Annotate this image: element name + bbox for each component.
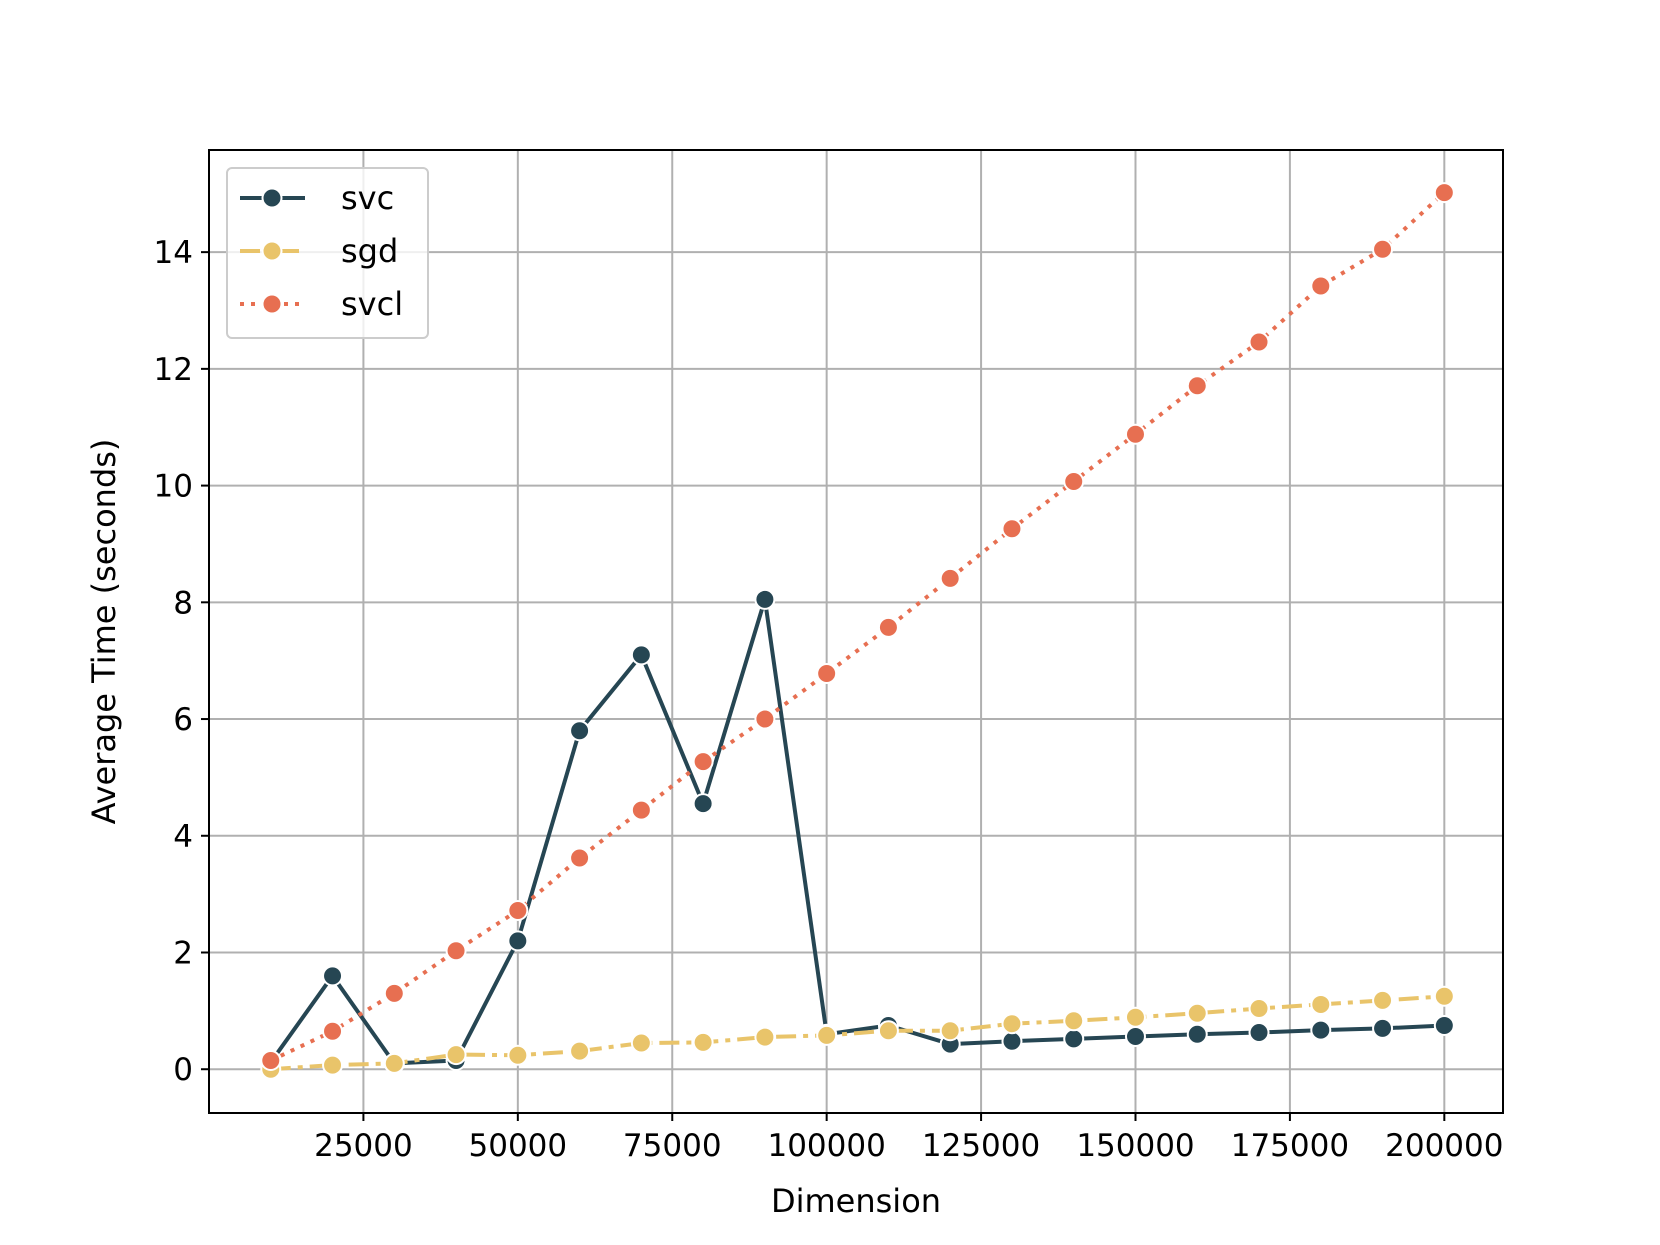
data-point-svcl — [630, 799, 652, 821]
y-tick-label: 12 — [154, 352, 193, 388]
legend-label: sgd — [341, 232, 398, 270]
data-point-sgd — [1124, 1006, 1146, 1028]
series-line-svcl — [269, 191, 1446, 1063]
series-sgd — [260, 985, 1455, 1080]
legend-entry: sgd — [240, 232, 398, 270]
data-point-svcl — [754, 708, 776, 730]
series-line-svc — [269, 597, 1445, 1066]
series-svcl — [260, 182, 1455, 1071]
data-point-svcl — [260, 1049, 282, 1071]
data-point-svcl — [1186, 375, 1208, 397]
y-axis-title: Average Time (seconds) — [85, 439, 123, 825]
data-point-svcl — [1001, 518, 1023, 540]
data-point-svcl — [692, 751, 714, 773]
grid — [209, 150, 1503, 1113]
series-lines — [260, 182, 1455, 1080]
data-point-sgd — [1001, 1013, 1023, 1035]
data-point-sgd — [507, 1044, 529, 1066]
y-tick-label: 2 — [173, 936, 193, 972]
data-point-svcl — [1063, 471, 1085, 493]
data-point-sgd — [939, 1020, 961, 1042]
data-point-svcl — [816, 663, 838, 685]
data-point-svc — [1248, 1021, 1270, 1043]
data-point-sgd — [569, 1040, 591, 1062]
x-tick-label: 150000 — [1076, 1128, 1194, 1164]
data-point-sgd — [754, 1026, 776, 1048]
data-point-sgd — [816, 1024, 838, 1046]
data-point-sgd — [1310, 993, 1332, 1015]
x-tick-label: 200000 — [1385, 1128, 1503, 1164]
data-point-svc — [1124, 1026, 1146, 1048]
data-point-svc — [1186, 1023, 1208, 1045]
x-tick-label: 125000 — [922, 1128, 1040, 1164]
data-point-svc — [1063, 1028, 1085, 1050]
data-point-sgd — [1063, 1010, 1085, 1032]
legend-marker — [261, 240, 283, 262]
y-tick-label: 10 — [154, 469, 193, 505]
data-point-svcl — [322, 1020, 344, 1042]
data-point-svc — [507, 930, 529, 952]
data-point-sgd — [1186, 1002, 1208, 1024]
data-point-sgd — [1248, 998, 1270, 1020]
data-point-svc — [754, 588, 776, 610]
data-point-sgd — [1433, 985, 1455, 1007]
x-axis-title: Dimension — [771, 1182, 941, 1220]
x-tick-label: 25000 — [314, 1128, 413, 1164]
series-svc — [260, 588, 1455, 1074]
data-point-svc — [692, 793, 714, 815]
data-point-sgd — [1372, 989, 1394, 1011]
y-tick-label: 14 — [154, 235, 193, 271]
x-tick-label: 50000 — [469, 1128, 568, 1164]
x-tick-label: 75000 — [623, 1128, 722, 1164]
data-point-svc — [1433, 1014, 1455, 1036]
legend: svc sgd svcl — [226, 167, 429, 339]
data-point-sgd — [692, 1031, 714, 1053]
legend-entry: svcl — [240, 285, 403, 323]
data-point-svcl — [1310, 275, 1332, 297]
legend-label: svcl — [341, 285, 403, 323]
data-point-svc — [322, 965, 344, 987]
data-point-svcl — [445, 940, 467, 962]
data-point-sgd — [383, 1052, 405, 1074]
data-point-svc — [1310, 1019, 1332, 1041]
legend-entry: svc — [240, 179, 394, 217]
data-point-sgd — [630, 1032, 652, 1054]
data-point-sgd — [877, 1020, 899, 1042]
data-point-svc — [1001, 1030, 1023, 1052]
data-point-svc — [630, 644, 652, 666]
y-tick-label: 0 — [173, 1052, 193, 1088]
legend-label: svc — [341, 179, 394, 217]
legend-marker — [261, 187, 283, 209]
data-point-svcl — [569, 847, 591, 869]
data-point-svc — [1372, 1017, 1394, 1039]
data-point-svcl — [1433, 182, 1455, 204]
data-point-sgd — [445, 1044, 467, 1066]
data-point-svcl — [877, 616, 899, 638]
plot-frame — [208, 149, 1504, 1114]
data-point-svcl — [939, 567, 961, 589]
data-point-svcl — [383, 982, 405, 1004]
data-point-svcl — [1248, 331, 1270, 353]
x-tick-label: 100000 — [767, 1128, 885, 1164]
y-tick-label: 8 — [173, 585, 193, 621]
data-point-svcl — [1124, 423, 1146, 445]
y-tick-label: 4 — [173, 819, 193, 855]
data-point-svc — [569, 720, 591, 742]
x-tick-label: 175000 — [1231, 1128, 1349, 1164]
data-point-svcl — [1372, 238, 1394, 260]
data-point-sgd — [322, 1054, 344, 1076]
data-point-svcl — [507, 899, 529, 921]
axis-ticks: 25000 50000 75000 100000 125000 150000 175000 2… — [154, 235, 1504, 1164]
y-tick-label: 6 — [173, 702, 193, 738]
legend-marker — [261, 293, 283, 315]
